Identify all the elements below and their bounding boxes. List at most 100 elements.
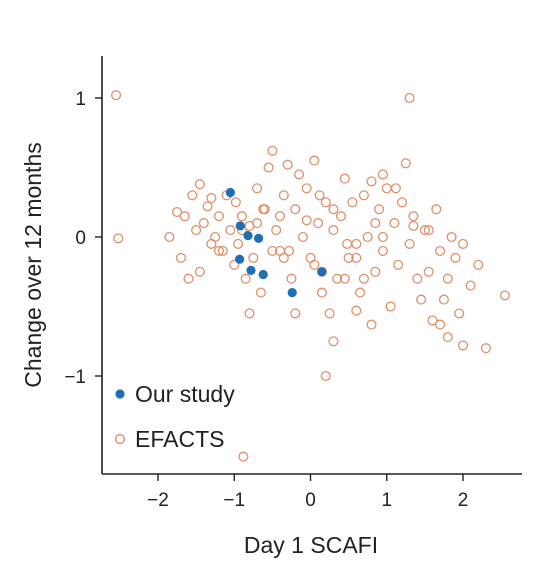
efacts-point xyxy=(236,211,247,222)
efacts-point xyxy=(499,290,510,301)
efacts-point xyxy=(335,211,347,222)
x-tick-label: 2 xyxy=(458,490,469,511)
x-tick-label: −1 xyxy=(223,490,245,511)
efacts-point xyxy=(316,287,327,298)
efacts-point xyxy=(438,294,449,305)
efacts-point xyxy=(362,231,373,243)
our-study-point xyxy=(287,288,297,298)
efacts-point xyxy=(465,280,476,291)
efacts-point xyxy=(252,218,263,229)
legend-label-efacts: EFACTS xyxy=(135,426,224,452)
efacts-point xyxy=(416,294,427,305)
efacts-point xyxy=(446,231,457,243)
efacts-point xyxy=(164,231,175,243)
x-tick-label: −2 xyxy=(147,490,169,511)
efacts-point xyxy=(358,273,369,284)
efacts-point xyxy=(339,273,350,284)
efacts-point xyxy=(183,273,194,284)
efacts-point xyxy=(423,266,434,277)
efacts-point xyxy=(320,370,331,382)
efacts-point xyxy=(423,225,434,236)
efacts-point xyxy=(377,245,388,256)
efacts-point xyxy=(206,193,217,204)
efacts-point xyxy=(351,252,362,263)
efacts-point xyxy=(301,215,312,226)
legend: Our study EFACTS xyxy=(114,381,235,452)
efacts-point xyxy=(229,259,240,270)
efacts-point xyxy=(309,259,320,270)
efacts-point xyxy=(210,231,221,243)
y-tick-label: 1 xyxy=(75,89,86,110)
efacts-point xyxy=(442,332,453,343)
efacts-point xyxy=(172,206,183,218)
x-tick-label: 0 xyxy=(305,490,316,511)
efacts-point xyxy=(408,220,419,231)
efacts-point xyxy=(244,308,255,319)
our-study-point xyxy=(225,187,235,198)
efacts-point xyxy=(313,218,324,229)
efacts-point xyxy=(342,238,353,249)
efacts-point xyxy=(419,225,430,236)
our-study-point xyxy=(235,254,245,264)
efacts-point xyxy=(290,308,301,319)
efacts-point xyxy=(320,197,331,208)
study-points xyxy=(225,187,327,298)
efacts-point xyxy=(187,190,198,201)
efacts-point xyxy=(217,245,228,256)
efacts-point xyxy=(370,218,381,229)
efacts-point xyxy=(412,273,423,284)
efacts-point xyxy=(240,273,251,284)
efacts-point xyxy=(194,266,205,277)
efacts-point xyxy=(404,238,415,249)
our-study-point xyxy=(235,221,245,231)
efacts-point xyxy=(213,211,225,222)
efacts-point xyxy=(404,92,415,104)
efacts-point xyxy=(267,245,278,256)
y-axis-label: Change over 12 months xyxy=(20,142,46,388)
efacts-point xyxy=(389,218,400,229)
efacts-point xyxy=(355,287,366,298)
efacts-point xyxy=(290,204,301,215)
efacts-point xyxy=(431,204,442,215)
efacts-point xyxy=(284,245,295,256)
efacts-point xyxy=(248,252,259,263)
efacts-point xyxy=(213,245,225,256)
efacts-point xyxy=(442,273,453,284)
y-tick-label: 0 xyxy=(75,228,86,249)
our-study-point xyxy=(258,269,268,280)
efacts-point xyxy=(179,211,190,222)
efacts-point xyxy=(233,238,244,249)
efacts-point xyxy=(111,90,122,101)
efacts-point xyxy=(294,169,305,180)
efacts-point xyxy=(351,305,362,316)
efacts-point xyxy=(286,273,297,284)
y-tick-label: −1 xyxy=(64,367,86,388)
efacts-point xyxy=(278,190,289,201)
efacts-point xyxy=(435,245,446,256)
efacts-point xyxy=(175,252,186,263)
efacts-point xyxy=(408,211,419,222)
efacts-point xyxy=(366,176,377,187)
our-study-point xyxy=(243,231,253,241)
x-ticks: −2 −1 0 1 2 xyxy=(147,474,468,511)
efacts-point xyxy=(377,231,388,243)
efacts-point xyxy=(194,179,205,190)
efacts-point xyxy=(267,145,278,156)
legend-label-our-study: Our study xyxy=(135,381,235,407)
efacts-point xyxy=(314,190,325,201)
efacts-point xyxy=(450,252,461,263)
efacts-point xyxy=(390,183,401,194)
efacts-point xyxy=(297,231,308,243)
efacts-point xyxy=(202,201,213,212)
efacts-point xyxy=(324,308,335,319)
y-ticks: −1 0 1 xyxy=(64,89,102,388)
our-study-point xyxy=(317,267,327,277)
efacts-point xyxy=(191,225,202,236)
legend-marker-our-study xyxy=(115,389,125,399)
efacts-point xyxy=(328,204,339,215)
efacts-point xyxy=(238,451,249,462)
our-study-point xyxy=(254,233,264,243)
efacts-point xyxy=(332,273,343,284)
efacts-point xyxy=(366,319,377,330)
